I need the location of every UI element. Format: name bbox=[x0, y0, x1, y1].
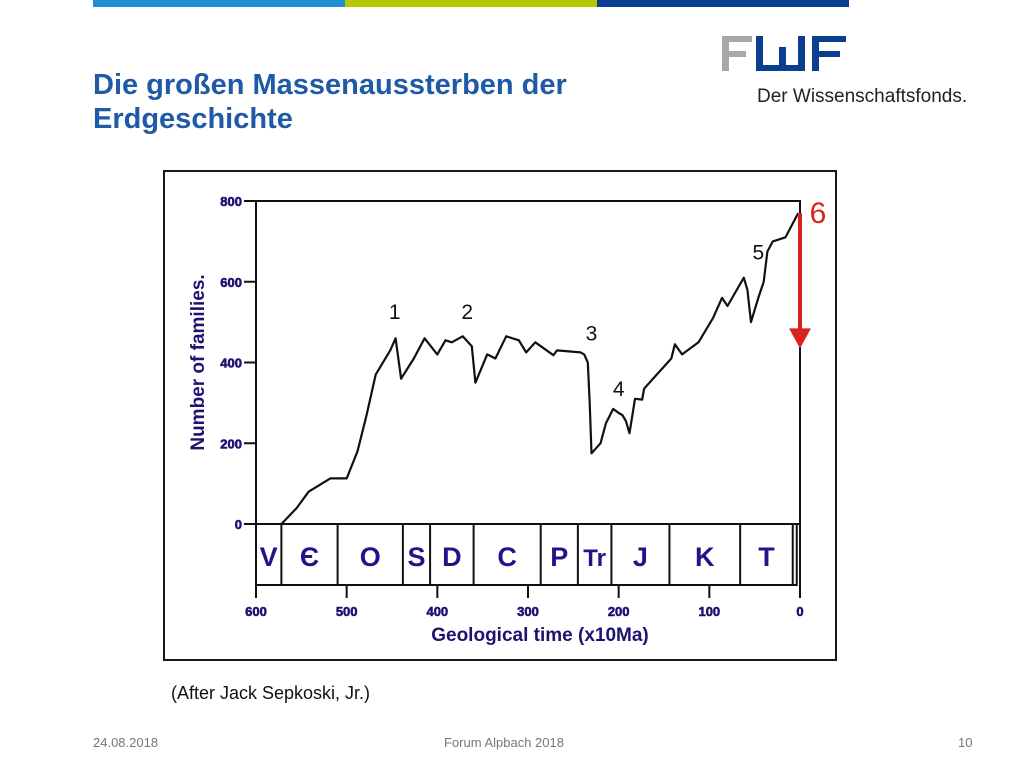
top-accent-bars bbox=[93, 0, 849, 7]
y-tick-label: 800 bbox=[220, 194, 242, 209]
diversity-series-line bbox=[280, 212, 800, 525]
x-tick-label: 400 bbox=[426, 604, 448, 619]
chart-frame: 0 200 400 600 800 Number of families. 1 2 3 4 5 V Є O… bbox=[163, 170, 837, 661]
period-label-O: O bbox=[360, 542, 381, 572]
x-tick-label: 0 bbox=[796, 604, 803, 619]
period-label-V: V bbox=[260, 542, 278, 572]
period-strip bbox=[255, 523, 798, 586]
period-label-S: S bbox=[407, 542, 425, 572]
plot-area-frame bbox=[255, 200, 801, 525]
top-bar-cyan bbox=[93, 0, 345, 7]
x-tick-label: 600 bbox=[245, 604, 267, 619]
x-axis-label: Geological time (x10Ma) bbox=[431, 625, 649, 646]
top-bar-navy bbox=[597, 0, 849, 7]
sixth-extinction-label: 6 bbox=[810, 197, 827, 230]
extinction-marker-5: 5 bbox=[752, 242, 764, 265]
logo-tagline: Der Wissenschaftsfonds. bbox=[757, 86, 968, 107]
y-tick-label: 200 bbox=[220, 436, 242, 451]
x-tick-label: 500 bbox=[336, 604, 358, 619]
extinction-marker-2: 2 bbox=[461, 301, 473, 324]
chart-caption: (After Jack Sepkoski, Jr.) bbox=[171, 683, 371, 703]
y-tick-label: 600 bbox=[220, 275, 242, 290]
fwf-logo: Der Wissenschaftsfonds. bbox=[722, 32, 982, 112]
x-tick-label: 200 bbox=[608, 604, 630, 619]
period-label-K: K bbox=[695, 542, 715, 572]
sixth-extinction-arrow-head bbox=[789, 328, 811, 349]
extinction-marker-1: 1 bbox=[389, 301, 401, 324]
period-label-J: J bbox=[633, 542, 648, 572]
slide-title-line-1: Die großen Massenaussterben der bbox=[93, 69, 567, 101]
y-tick-label: 400 bbox=[220, 356, 242, 371]
top-bar-lime bbox=[345, 0, 597, 7]
y-tick-label: 0 bbox=[235, 517, 242, 532]
period-label-Є: Є bbox=[300, 542, 319, 572]
page-number: 10 bbox=[958, 735, 973, 750]
extinction-marker-4: 4 bbox=[613, 378, 625, 401]
footer-event: Forum Alpbach 2018 bbox=[444, 735, 564, 750]
y-axis-label: Number of families. bbox=[188, 274, 209, 450]
fwf-wordmark-icon bbox=[722, 36, 846, 71]
period-label-C: C bbox=[497, 542, 517, 572]
footer-date: 24.08.2018 bbox=[93, 735, 159, 750]
slide-title-line-2: Erdgeschichte bbox=[93, 103, 293, 135]
x-tick-label: 300 bbox=[517, 604, 539, 619]
period-label-P: P bbox=[550, 542, 568, 572]
slide-title: Die großen Massenaussterben der Erdgesch… bbox=[93, 68, 713, 136]
logo-wf-letters bbox=[756, 36, 846, 71]
extinction-chart: 0 200 400 600 800 Number of families. 1 2 3 4 5 V Є O… bbox=[188, 194, 827, 646]
extinction-marker-3: 3 bbox=[586, 323, 598, 346]
x-tick-label: 100 bbox=[698, 604, 720, 619]
period-label-D: D bbox=[442, 542, 462, 572]
logo-f-letter bbox=[722, 36, 752, 71]
period-label-Tr: Tr bbox=[583, 545, 606, 572]
period-label-T: T bbox=[758, 542, 775, 572]
